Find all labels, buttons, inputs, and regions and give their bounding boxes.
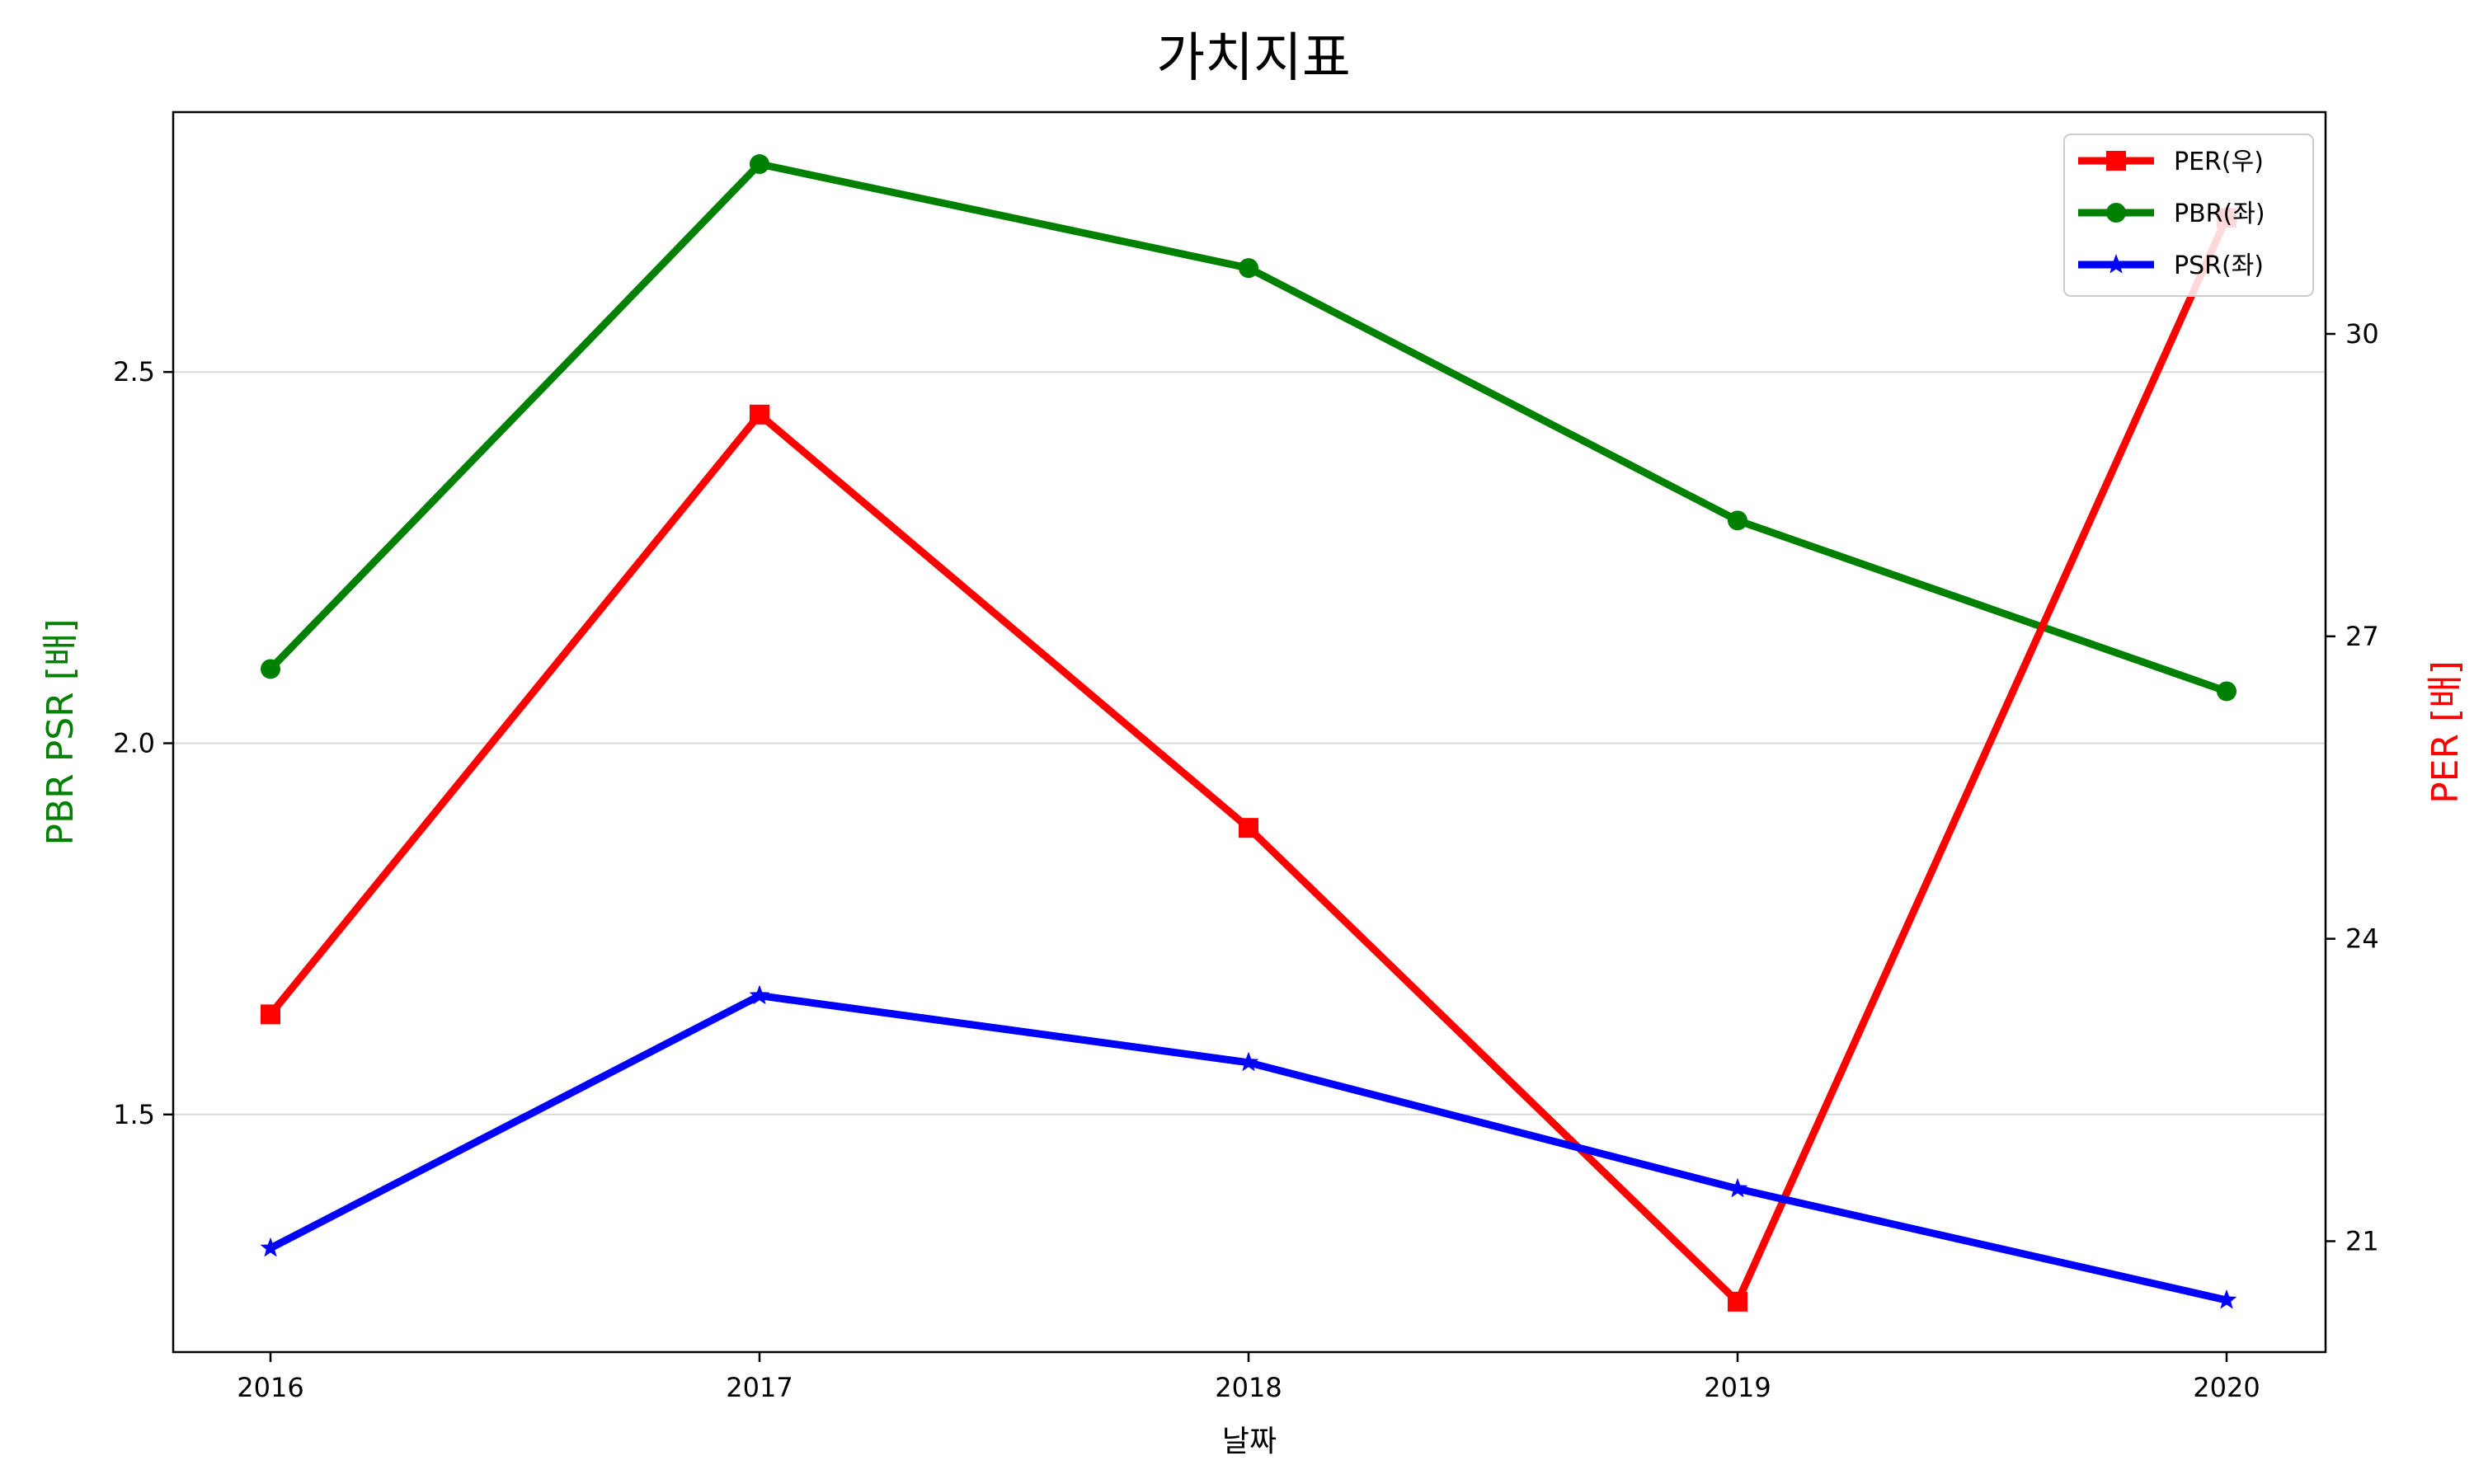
x-tick-label: 2018 (1215, 1372, 1282, 1403)
left-y-axis-label: PBR PSR [배] (40, 618, 82, 845)
right-y-tick-label: 30 (2345, 318, 2379, 350)
per-point (750, 404, 769, 425)
right-y-tick-label: 27 (2345, 621, 2379, 652)
per-line (266, 214, 2231, 1306)
left-y-tick-label: 2.0 (113, 728, 155, 759)
pbr-point (261, 659, 280, 679)
per-point (261, 1004, 280, 1025)
pbr-point (1239, 258, 1258, 279)
pbr-point (2217, 681, 2236, 702)
chart-title: 가치지표 (1156, 28, 1351, 89)
legend: PER(우) PBR(좌) PSR(좌) (2063, 134, 2314, 297)
x-tick-label: 2019 (1704, 1372, 1771, 1403)
legend-marker-psr (2105, 254, 2127, 274)
legend-box (2063, 134, 2314, 297)
x-tick-label: 2020 (2193, 1372, 2260, 1403)
pbr-point (1728, 510, 1747, 531)
series-markers (260, 154, 2237, 1312)
x-tick-label: 2017 (726, 1372, 793, 1403)
legend-marker-pbr (2106, 203, 2126, 223)
right-y-tick-label: 21 (2345, 1225, 2379, 1256)
left-y-tick-label: 1.5 (113, 1099, 155, 1130)
pbr-point (750, 154, 769, 175)
right-y-tick-label: 24 (2345, 923, 2379, 955)
left-y-axis-ticks: 1.5 2.0 2.5 (113, 356, 173, 1130)
right-y-axis-label: PER [배] (2425, 660, 2467, 804)
legend-label-per: PER(우) (2174, 148, 2264, 176)
legend-marker-per (2106, 151, 2126, 171)
psr-point (1727, 1177, 1748, 1198)
per-point (1239, 818, 1258, 838)
psr-line (266, 992, 2231, 1304)
psr-point (260, 1237, 281, 1257)
left-y-tick-label: 2.5 (113, 356, 155, 387)
x-tick-label: 2016 (237, 1372, 303, 1403)
per-point (1728, 1291, 1747, 1312)
pbr-line (266, 160, 2231, 695)
x-axis-label: 날짜 (1222, 1425, 1277, 1458)
psr-point (749, 984, 770, 1005)
psr-point (1238, 1051, 1259, 1072)
psr-point (2216, 1289, 2237, 1309)
series-lines (266, 160, 2231, 1306)
legend-label-psr: PSR(좌) (2174, 251, 2264, 280)
x-axis-ticks: 2016 2017 2018 2019 2020 (237, 1352, 2260, 1403)
legend-label-pbr: PBR(좌) (2174, 200, 2265, 228)
right-y-axis-ticks: 21 24 27 30 (2326, 318, 2379, 1256)
